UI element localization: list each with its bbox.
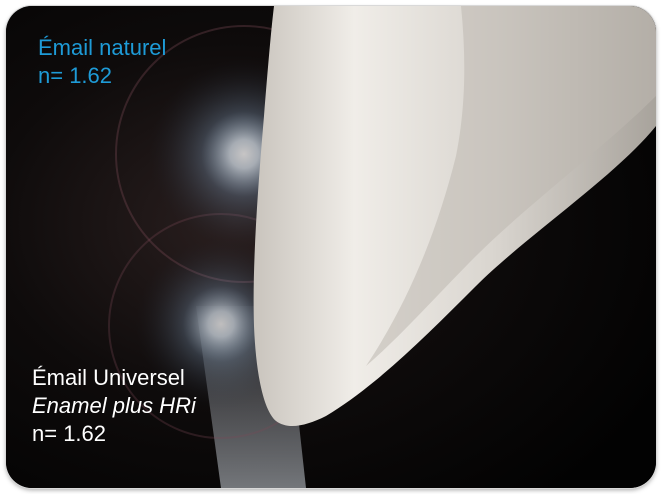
tooth-photo <box>6 6 656 488</box>
image-frame: Émail naturel n= 1.62 Émail Universel En… <box>6 6 656 488</box>
natural-enamel-label: Émail naturel n= 1.62 <box>38 34 166 90</box>
natural-enamel-index: n= 1.62 <box>38 63 113 88</box>
universal-enamel-label: Émail Universel Enamel plus HRi n= 1.62 <box>32 364 196 448</box>
universal-enamel-index: n= 1.62 <box>32 421 107 446</box>
universal-enamel-name: Émail Universel <box>32 365 185 390</box>
universal-enamel-product: Enamel plus HRi <box>32 393 196 418</box>
natural-enamel-name: Émail naturel <box>38 35 167 60</box>
